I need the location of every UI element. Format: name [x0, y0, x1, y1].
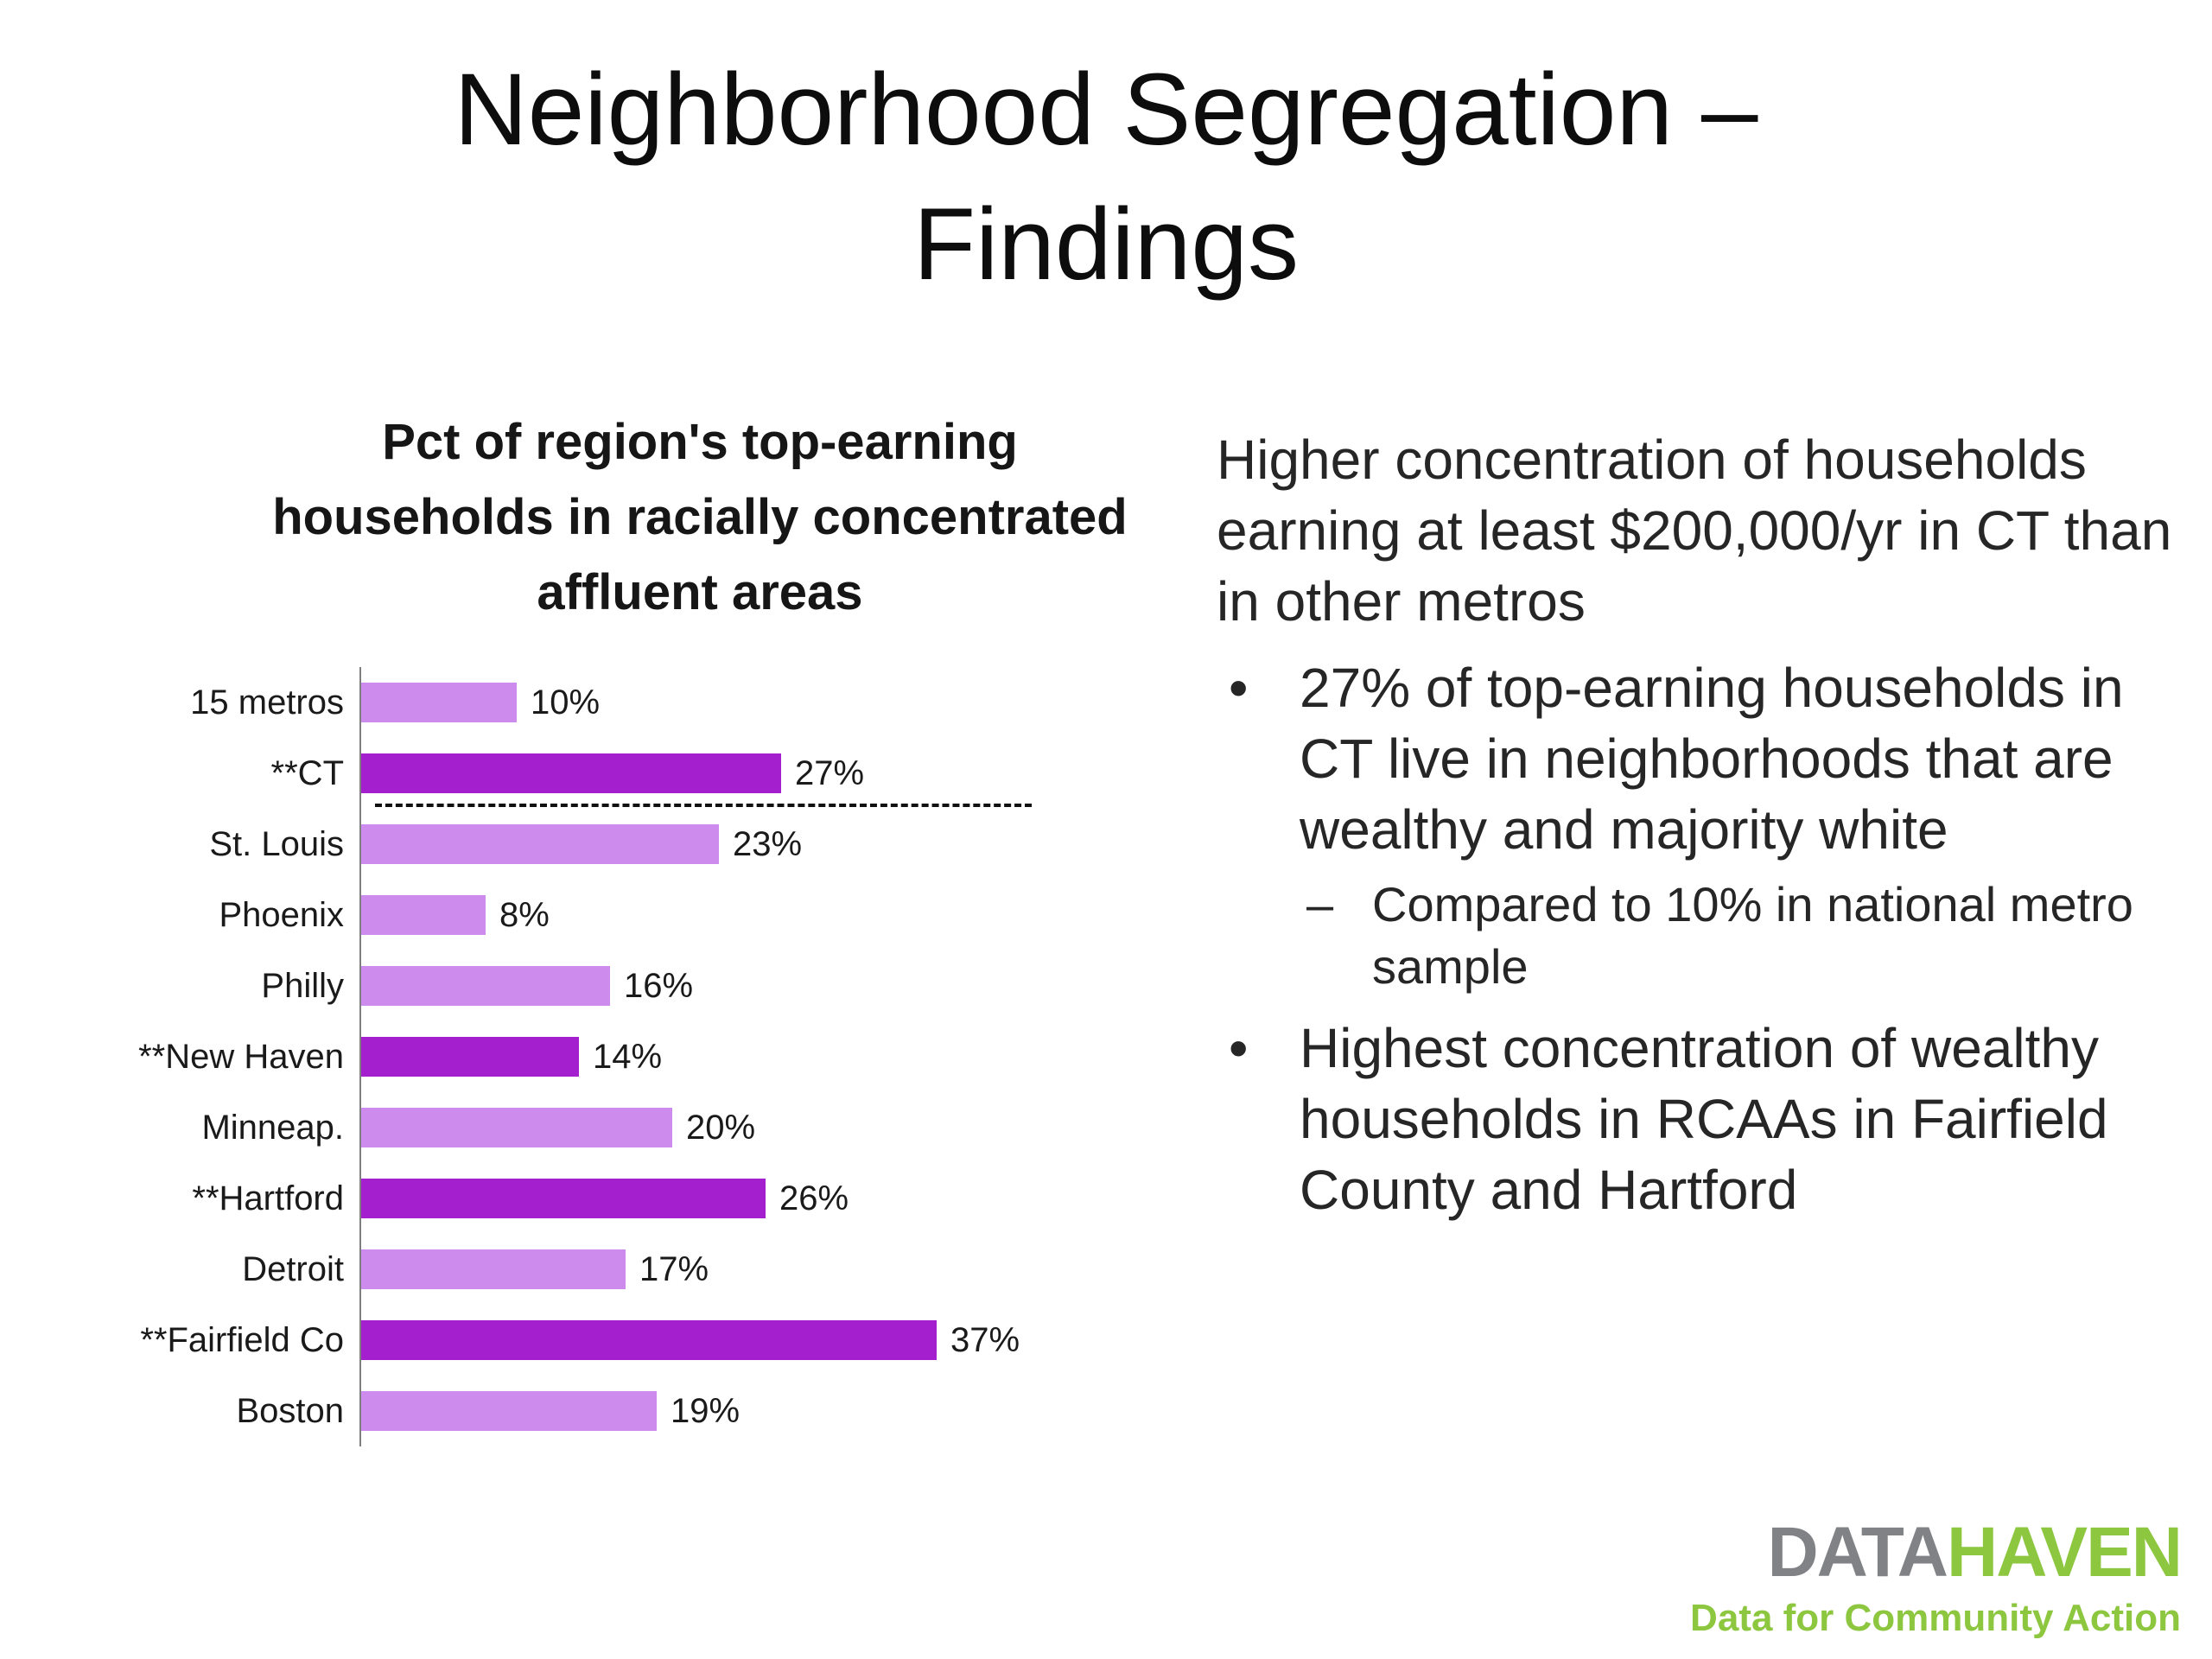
chart-row: Minneap. 20%	[52, 1092, 1210, 1163]
bar-area: 14%	[359, 1021, 1210, 1092]
bullet-item: • 27% of top-earning households in CT liv…	[1217, 653, 2193, 866]
bar-value-label: 19%	[671, 1391, 741, 1430]
bar-value-label: 17%	[639, 1249, 709, 1288]
bar	[361, 683, 517, 722]
category-label: 15 metros	[190, 683, 344, 721]
bar-area: 20%	[359, 1092, 1210, 1163]
bar	[361, 966, 610, 1006]
category-label: **Hartford	[192, 1179, 344, 1217]
category-label: Phoenix	[219, 895, 344, 934]
category-label: St. Louis	[209, 824, 344, 863]
bar-area: 27%	[359, 738, 1210, 809]
chart-row: **CT 27%	[52, 738, 1210, 809]
sub-bullet-marker: –	[1306, 877, 1334, 932]
bar-value-label: 37%	[950, 1320, 1020, 1359]
datahaven-logo: DATAHAVEN Data for Community Action	[1690, 1512, 2183, 1640]
bar-value-label: 20%	[686, 1108, 756, 1147]
ct-divider-dashed-line	[375, 804, 1032, 807]
slide-title-line2: Findings	[912, 187, 1299, 302]
bar-value-label: 23%	[733, 824, 803, 863]
chart-row: St. Louis 23%	[52, 809, 1210, 880]
bullet-list: • 27% of top-earning households in CT liv…	[1217, 653, 2193, 1226]
logo-tagline: Data for Community Action	[1690, 1597, 2181, 1639]
bullet-text: 27% of top-earning households in CT live…	[1300, 656, 2124, 861]
category-label: **New Haven	[138, 1037, 344, 1076]
bar-area: 26%	[359, 1163, 1210, 1234]
bullet-marker: •	[1229, 1016, 1249, 1079]
category-label: Philly	[261, 966, 344, 1005]
bar	[361, 1249, 626, 1289]
bar-area: 19%	[359, 1376, 1210, 1446]
bar-value-label: 14%	[593, 1037, 663, 1076]
category-label: Detroit	[242, 1249, 344, 1288]
logo-wordmark: DATAHAVEN	[1690, 1512, 2183, 1592]
bar-area: 10%	[359, 667, 1210, 738]
category-label: **CT	[270, 753, 344, 792]
bullet-text: Highest concentration of wealthy househo…	[1300, 1016, 2108, 1221]
logo-data-text: DATA	[1767, 1512, 1948, 1592]
bar-value-label: 27%	[795, 753, 865, 792]
logo-haven-text: HAVEN	[1947, 1512, 2183, 1592]
chart-row: **New Haven 14%	[52, 1021, 1210, 1092]
chart-row: 15 metros 10%	[52, 667, 1210, 738]
bar-area: 37%	[359, 1305, 1210, 1376]
slide-title: Neighborhood Segregation – Findings	[0, 43, 2212, 313]
bar-area: 16%	[359, 950, 1210, 1021]
chart-row: Phoenix 8%	[52, 880, 1210, 950]
sub-bullet-item: – Compared to 10% in national metro sampl…	[1217, 874, 2193, 997]
bar-value-label: 10%	[531, 683, 601, 721]
bar	[361, 753, 781, 793]
bullet-marker: •	[1229, 656, 1249, 719]
chart-title: Pct of region's top-earning households i…	[272, 414, 1128, 620]
chart-row: Philly 16%	[52, 950, 1210, 1021]
chart-row: Boston 19%	[52, 1376, 1210, 1446]
bar	[361, 895, 486, 935]
bar-value-label: 26%	[779, 1179, 849, 1217]
chart-row: **Hartford 26%	[52, 1163, 1210, 1234]
slide-title-line1: Neighborhood Segregation –	[454, 53, 1758, 167]
bar	[361, 824, 719, 864]
sub-bullet-text: Compared to 10% in national metro sample	[1372, 877, 2133, 995]
chart-row: **Fairfield Co 37%	[52, 1305, 1210, 1376]
category-label: Boston	[236, 1391, 344, 1430]
bar-area: 8%	[359, 880, 1210, 950]
bar-area: 23%	[359, 809, 1210, 880]
bar	[361, 1179, 766, 1218]
findings-text-block: Higher concentration of households earni…	[1217, 425, 2193, 1226]
bar	[361, 1037, 579, 1077]
bar-value-label: 16%	[624, 966, 694, 1005]
chart: 15 metros 10% **CT 27% St. Louis 23% Phoenix 8%…	[52, 667, 1210, 1446]
category-label: Minneap.	[201, 1108, 344, 1147]
chart-row: Detroit 17%	[52, 1234, 1210, 1305]
bullet-item: • Highest concentration of wealthy househ…	[1217, 1014, 2193, 1226]
chart-rows: 15 metros 10% **CT 27% St. Louis 23% Phoenix 8%…	[52, 667, 1210, 1446]
bar	[361, 1108, 672, 1147]
category-label: **Fairfield Co	[140, 1320, 344, 1359]
bar-area: 17%	[359, 1234, 1210, 1305]
bar	[361, 1391, 657, 1431]
intro-paragraph: Higher concentration of households earni…	[1217, 429, 2172, 632]
bar-value-label: 8%	[499, 895, 550, 934]
bar	[361, 1320, 937, 1360]
